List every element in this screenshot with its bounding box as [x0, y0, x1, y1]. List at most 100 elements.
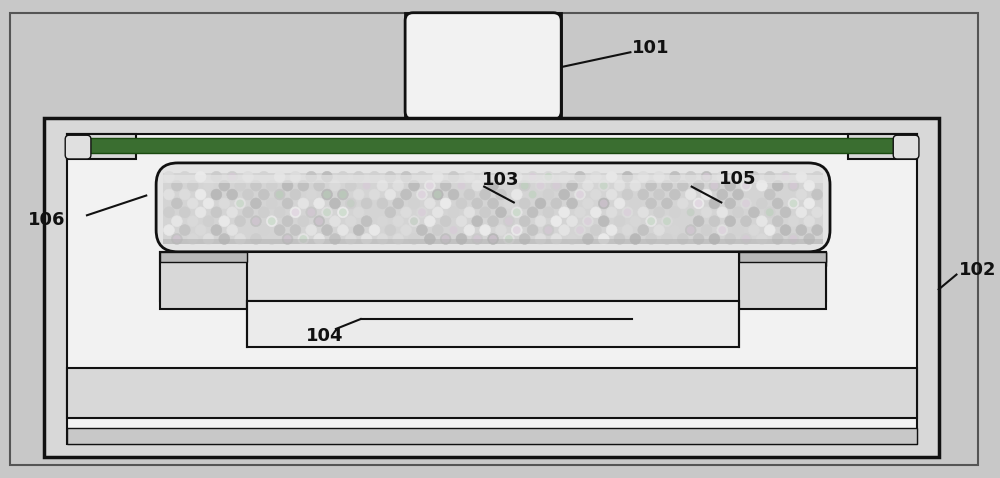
Circle shape: [582, 198, 593, 209]
Circle shape: [440, 216, 451, 227]
Circle shape: [299, 235, 307, 243]
Circle shape: [314, 198, 325, 209]
Circle shape: [480, 189, 491, 200]
Circle shape: [717, 189, 728, 200]
Circle shape: [606, 207, 617, 218]
Circle shape: [410, 217, 418, 225]
Circle shape: [780, 225, 791, 236]
Circle shape: [440, 198, 451, 209]
Circle shape: [274, 171, 285, 182]
Circle shape: [268, 217, 276, 225]
Circle shape: [804, 216, 815, 227]
Circle shape: [480, 171, 491, 182]
Circle shape: [788, 216, 799, 227]
Circle shape: [243, 171, 253, 182]
Circle shape: [535, 234, 546, 244]
Circle shape: [322, 171, 332, 182]
Circle shape: [505, 217, 513, 225]
Circle shape: [164, 189, 174, 200]
Circle shape: [677, 198, 688, 209]
Circle shape: [748, 171, 759, 182]
Circle shape: [298, 234, 309, 244]
Circle shape: [606, 189, 617, 200]
Circle shape: [772, 216, 783, 227]
Circle shape: [519, 180, 530, 191]
Circle shape: [638, 225, 649, 236]
Circle shape: [306, 171, 317, 182]
Circle shape: [804, 180, 815, 191]
Circle shape: [614, 198, 625, 209]
Circle shape: [693, 216, 704, 227]
Circle shape: [409, 180, 419, 191]
Circle shape: [669, 207, 680, 218]
Circle shape: [203, 180, 214, 191]
Circle shape: [812, 207, 823, 218]
Circle shape: [511, 225, 522, 236]
Circle shape: [347, 199, 355, 207]
Text: 103: 103: [482, 171, 520, 189]
Circle shape: [434, 191, 442, 198]
Circle shape: [559, 225, 570, 236]
Circle shape: [503, 234, 514, 244]
Circle shape: [630, 198, 641, 209]
Circle shape: [393, 180, 404, 191]
Circle shape: [250, 234, 261, 244]
Circle shape: [582, 234, 593, 244]
Circle shape: [347, 199, 355, 207]
Circle shape: [219, 180, 230, 191]
Circle shape: [211, 207, 222, 218]
Circle shape: [503, 198, 514, 209]
Circle shape: [228, 173, 236, 181]
Circle shape: [282, 234, 293, 244]
Circle shape: [195, 207, 206, 218]
Circle shape: [693, 198, 704, 209]
Circle shape: [339, 191, 347, 198]
Circle shape: [290, 225, 301, 236]
Circle shape: [179, 171, 190, 182]
Text: 101: 101: [632, 39, 670, 57]
Circle shape: [401, 189, 412, 200]
Circle shape: [685, 207, 696, 218]
Circle shape: [377, 216, 388, 227]
Circle shape: [741, 198, 751, 209]
Circle shape: [503, 216, 514, 227]
Circle shape: [377, 198, 388, 209]
Circle shape: [243, 225, 253, 236]
Circle shape: [543, 189, 554, 200]
Circle shape: [323, 191, 331, 198]
Circle shape: [282, 198, 293, 209]
Circle shape: [203, 198, 214, 209]
Circle shape: [266, 180, 277, 191]
Circle shape: [369, 189, 380, 200]
Circle shape: [235, 180, 246, 191]
Circle shape: [789, 182, 797, 190]
Circle shape: [622, 225, 633, 236]
Circle shape: [298, 180, 309, 191]
Circle shape: [544, 226, 552, 234]
Circle shape: [551, 198, 562, 209]
Circle shape: [654, 225, 664, 236]
Circle shape: [171, 216, 182, 227]
Circle shape: [227, 189, 238, 200]
Circle shape: [584, 217, 592, 225]
Circle shape: [788, 234, 799, 244]
Circle shape: [742, 199, 750, 207]
Circle shape: [742, 182, 750, 190]
Circle shape: [788, 198, 799, 209]
FancyBboxPatch shape: [893, 135, 919, 159]
Circle shape: [266, 234, 277, 244]
Circle shape: [418, 191, 426, 198]
Circle shape: [464, 225, 475, 236]
Circle shape: [473, 235, 481, 243]
Circle shape: [725, 180, 736, 191]
Circle shape: [211, 225, 222, 236]
Bar: [69, 138, 915, 153]
Circle shape: [361, 198, 372, 209]
Text: 105: 105: [719, 170, 757, 188]
Circle shape: [187, 216, 198, 227]
Circle shape: [590, 171, 601, 182]
Circle shape: [559, 171, 570, 182]
FancyBboxPatch shape: [405, 13, 561, 120]
Circle shape: [472, 216, 483, 227]
Circle shape: [772, 180, 783, 191]
